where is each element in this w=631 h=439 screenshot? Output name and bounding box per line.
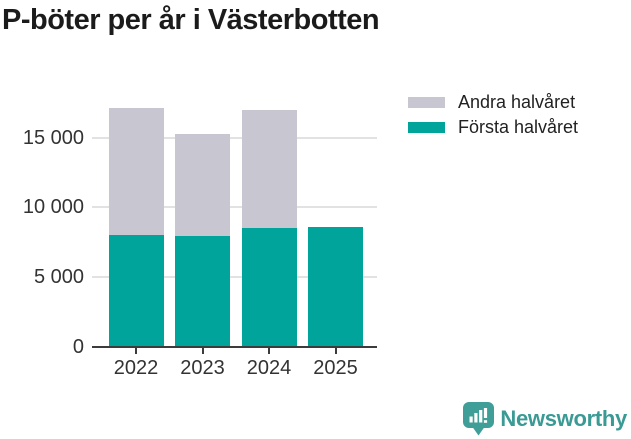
gridline [92,276,377,279]
x-axis-tick-label: 2025 [313,357,358,379]
gridline [92,206,377,209]
legend-item-andra-halvaret: Andra halvåret [408,91,578,112]
x-axis-tick-label: 2023 [180,357,225,379]
legend-swatch-gray [408,96,445,108]
x-axis-line [92,346,377,348]
y-axis-tick-label: 15 000 [22,126,84,149]
bar-segment-2024 [241,109,297,228]
newsworthy-wordmark: Newsworthy [500,406,627,431]
newsworthy-icon [463,402,495,436]
gridline [92,136,377,139]
legend-swatch-teal [408,121,445,133]
bar-segment-2022 [108,235,164,347]
x-axis-tick-label: 2024 [246,357,292,379]
bar-segment-2023 [175,236,230,347]
legend-item-forsta-halvaret: Första halvåret [408,116,579,137]
bar-segment-2022 [108,108,164,236]
legend: Andra halvåret Första halvåret [408,91,579,143]
chart-title: P-böter per år i Västerbotten [2,4,380,36]
newsworthy-logo: Newsworthy [463,402,627,436]
bar-segment-2023 [175,133,230,237]
x-axis-tick [135,348,137,354]
x-axis-tick [334,348,337,354]
y-axis-tick-label: 5 000 [33,266,84,289]
bar-segment-2024 [241,227,297,347]
x-axis-tick [201,348,204,354]
legend-label: Andra halvåret [458,91,576,112]
y-axis-tick-label: 10 000 [22,196,84,219]
y-axis-tick-label: 0 [72,336,84,358]
bar-segment-2025 [308,227,363,347]
x-axis-tick-label: 2022 [113,357,159,379]
legend-label: Första halvåret [458,116,579,137]
x-axis-tick [268,348,270,354]
